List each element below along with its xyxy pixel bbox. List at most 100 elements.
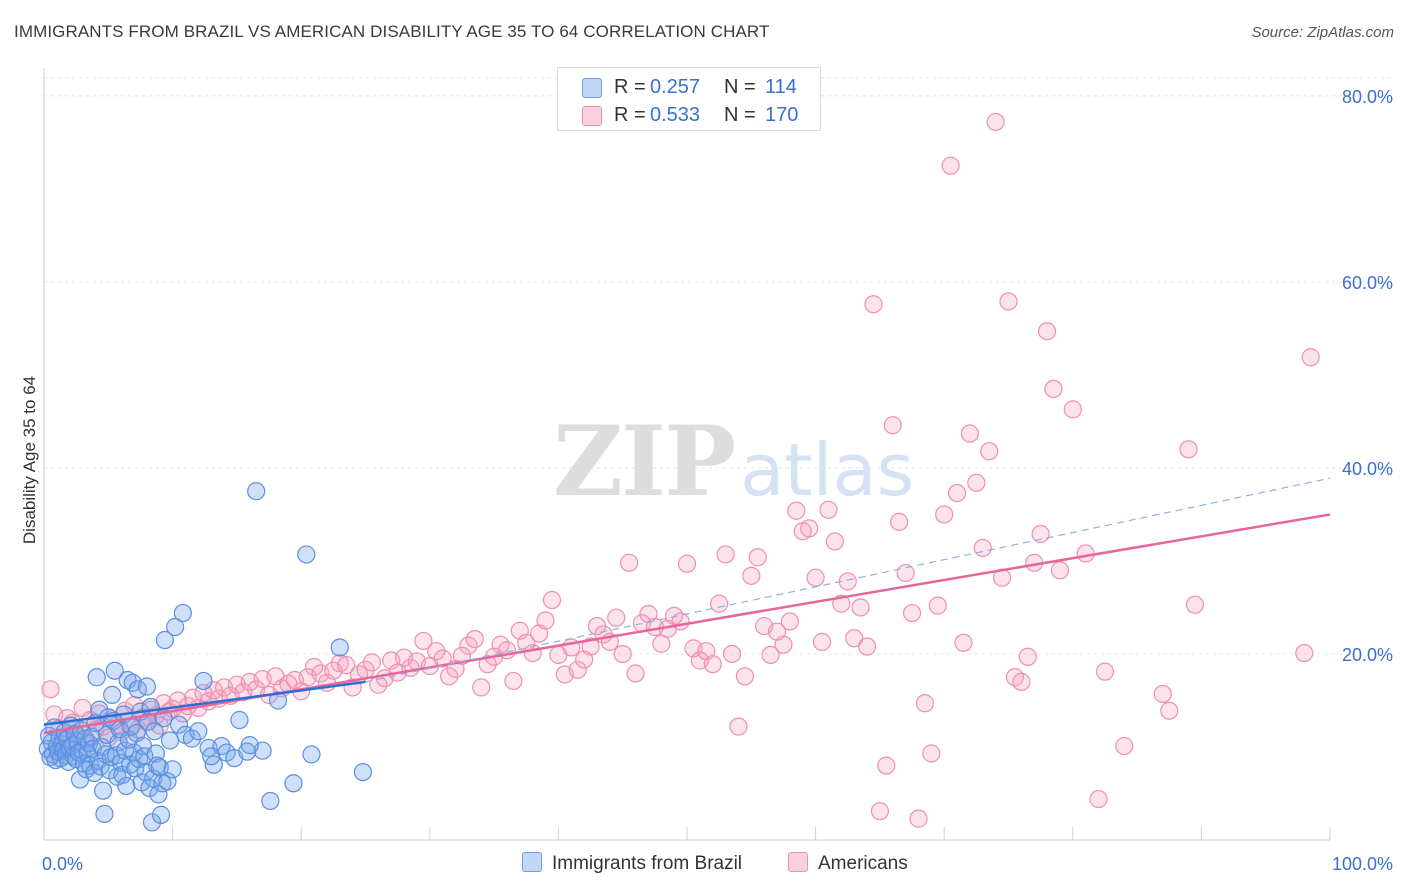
point-americans — [890, 512, 909, 531]
point-americans — [883, 416, 902, 435]
point-americans — [864, 295, 883, 314]
point-americans — [536, 611, 555, 630]
point-brazil — [169, 715, 189, 734]
point-brazil — [87, 668, 106, 687]
point-americans — [1018, 647, 1037, 666]
point-americans — [1076, 544, 1095, 563]
point-brazil — [158, 772, 177, 791]
point-americans — [960, 424, 980, 443]
point-americans — [41, 680, 60, 699]
point-americans — [568, 660, 587, 679]
point-americans — [954, 633, 973, 652]
point-americans — [414, 631, 433, 651]
point-americans — [980, 442, 999, 461]
point-brazil — [117, 776, 136, 796]
point-americans — [787, 501, 806, 520]
point-brazil — [240, 736, 259, 755]
americans-r-label: R = — [614, 104, 646, 126]
legend-brazil-swatch — [522, 852, 542, 872]
point-americans — [761, 645, 780, 665]
point-brazil — [139, 712, 158, 731]
point-americans — [806, 568, 825, 587]
y-tick-label: 20.0% — [1342, 645, 1393, 665]
brazil-r-label: R = — [614, 76, 646, 98]
trend-line-brazil — [43, 680, 366, 726]
watermark-zip: ZIP — [553, 405, 736, 518]
point-americans — [780, 612, 799, 631]
point-brazil — [202, 747, 221, 766]
point-americans — [703, 655, 722, 674]
point-americans — [915, 694, 935, 713]
point-americans — [581, 637, 600, 656]
y-tick-label: 80.0% — [1342, 87, 1393, 107]
point-americans — [620, 553, 639, 572]
point-brazil — [189, 722, 208, 741]
point-americans — [1301, 348, 1320, 367]
y-tick-label: 60.0% — [1342, 273, 1393, 293]
point-americans — [896, 563, 915, 583]
point-americans — [902, 603, 922, 623]
point-brazil — [115, 741, 135, 760]
point-brazil — [247, 482, 266, 501]
point-americans — [1037, 322, 1057, 341]
point-americans — [427, 642, 446, 661]
point-americans — [1089, 789, 1108, 809]
brazil-n-value: 114 — [765, 76, 797, 98]
point-americans — [851, 598, 870, 617]
trend-line-brazil-dashed — [365, 477, 1331, 683]
point-americans — [362, 653, 382, 672]
source-credit: Source: ZipAtlas.com — [1251, 24, 1394, 41]
point-brazil — [148, 756, 167, 775]
point-americans — [877, 756, 896, 775]
point-americans — [909, 809, 928, 828]
point-americans — [433, 649, 452, 668]
y-tick-label: 40.0% — [1342, 459, 1393, 479]
point-americans — [304, 657, 324, 677]
point-brazil — [302, 745, 321, 764]
americans-n-value: 170 — [765, 104, 799, 126]
point-americans — [1160, 701, 1179, 720]
legend-item-brazil: Immigrants from Brazil — [522, 852, 742, 875]
point-americans — [722, 644, 742, 664]
point-americans — [870, 802, 890, 821]
point-americans — [819, 500, 838, 519]
point-americans — [459, 636, 478, 655]
point-brazil — [166, 617, 185, 637]
point-americans — [748, 548, 767, 567]
point-americans — [439, 667, 459, 686]
point-americans — [845, 629, 864, 648]
watermark-atlas: atlas — [740, 428, 915, 512]
stats-row-brazil: R = 0.257 N = 114 — [558, 72, 820, 102]
y-axis-label: Disability Age 35 to 64 — [20, 375, 39, 545]
stats-legend: R = 0.257 N = 114 R = 0.533 N = 170 — [557, 67, 821, 131]
point-americans — [928, 596, 947, 615]
point-americans — [1063, 400, 1082, 419]
point-brazil — [105, 661, 124, 680]
point-brazil — [160, 731, 180, 750]
x-tick-label: 100.0% — [1332, 854, 1393, 874]
point-americans — [973, 538, 992, 558]
point-brazil — [173, 603, 192, 623]
point-americans — [1031, 524, 1050, 544]
point-brazil — [163, 760, 182, 779]
point-americans — [1295, 643, 1314, 663]
brazil-n-label: N = — [724, 76, 756, 98]
point-americans — [935, 505, 954, 524]
point-americans — [337, 656, 356, 675]
watermark: ZIPatlas — [553, 405, 914, 518]
point-americans — [1179, 440, 1198, 459]
point-brazil — [284, 774, 303, 793]
point-americans — [1050, 561, 1070, 580]
stats-row-americans: R = 0.533 N = 170 — [558, 100, 820, 130]
point-brazil — [95, 804, 114, 824]
point-americans — [716, 545, 735, 564]
point-americans — [465, 629, 484, 649]
brazil-r-value: 0.257 — [650, 76, 701, 98]
point-brazil — [330, 638, 349, 657]
point-brazil — [194, 671, 213, 691]
chart-title: IMMIGRANTS FROM BRAZIL VS AMERICAN DISAB… — [14, 22, 770, 41]
point-brazil — [149, 785, 168, 804]
point-brazil — [85, 763, 104, 783]
point-americans — [1115, 736, 1134, 756]
point-americans — [922, 744, 941, 763]
